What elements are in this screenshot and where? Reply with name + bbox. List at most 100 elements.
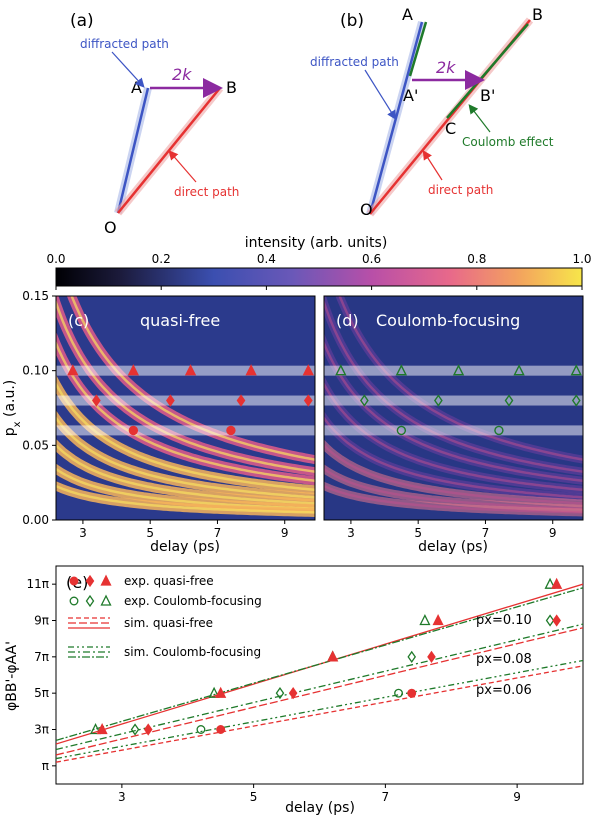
colorbar-ticks: 0.0 0.2 0.4 0.6 0.8 1.0	[46, 252, 592, 290]
colorbar-tick-label: 0.6	[362, 252, 381, 266]
exp-triangle	[215, 686, 227, 698]
panel-a-label: (a)	[70, 11, 94, 31]
marker-triangle	[395, 364, 407, 376]
panel-b-point-b2: B'	[480, 86, 495, 105]
panel-e-exp-points	[89, 577, 563, 736]
legend-circle	[69, 596, 79, 606]
panel-b-coulomb-pointer	[468, 104, 491, 133]
fringe-core	[338, 296, 583, 461]
marker-triangle	[184, 364, 197, 376]
colorbar-tick-label: 0.8	[467, 252, 486, 266]
panel-a-diffracted-path	[116, 87, 150, 214]
x-tick-label: 5	[250, 790, 258, 804]
marker-diamond	[434, 394, 443, 407]
panel-a-point-b: B	[226, 78, 237, 97]
panel-e-xlabel: delay (ps)	[285, 800, 355, 816]
colorbar-label: intensity (arb. units)	[245, 235, 388, 251]
panel-a-diffracted-pointer	[111, 51, 145, 88]
exp-diamond	[427, 650, 436, 663]
legend-diamond	[85, 574, 95, 588]
marker-diamond	[303, 394, 313, 407]
panel-b-direct-label: direct path	[428, 183, 493, 197]
panel-b-coulomb-label: Coulomb effect	[462, 135, 554, 149]
x-tick-label: 7	[482, 526, 490, 540]
marker-diamond	[92, 394, 101, 407]
exp-triangle	[89, 723, 102, 735]
panel-b-point-c: C	[445, 119, 456, 138]
colorbar-tick-label: 0.4	[257, 252, 276, 266]
panel-e-annotation-px010: px=0.10	[476, 613, 532, 628]
marker-triangle	[127, 364, 139, 376]
fringe-core	[324, 484, 583, 514]
exp-circle	[394, 688, 403, 698]
y-tick-label: 0.15	[22, 289, 49, 303]
legend-label: sim. quasi-free	[124, 616, 213, 630]
exp-diamond	[407, 650, 417, 663]
y-tick-label: π	[42, 759, 49, 773]
panel-b-diffracted-pointer	[364, 69, 397, 121]
panel-a-point-o: O	[104, 218, 117, 237]
panel-e-legend: exp. quasi-free exp. Coulomb-focusing sim.…	[68, 574, 262, 659]
legend-label: exp. quasi-free	[124, 574, 214, 588]
panel-b-label: (b)	[340, 11, 364, 31]
marker-triangle	[335, 364, 347, 376]
legend-label: sim. Coulomb-focusing	[124, 645, 261, 659]
panel-d-heatmap: (d) Coulomb-focusing 3 5 7 9 delay (ps)	[323, 295, 584, 555]
panel-c-label: (c)	[68, 311, 89, 330]
marker-diamond	[571, 394, 581, 407]
panel-b-point-b: B	[532, 5, 543, 24]
panel-e-annotation-px006: px=0.06	[476, 683, 532, 698]
highlight-band	[324, 395, 583, 406]
x-tick-label: 9	[513, 790, 521, 804]
marker-triangle	[452, 364, 465, 376]
x-tick-label: 5	[146, 526, 154, 540]
panel-e-sim-lines	[56, 583, 583, 763]
y-tick-label: 0.00	[22, 513, 49, 527]
y-tick-label: 7π	[34, 650, 49, 664]
fringe-core	[56, 484, 315, 514]
colorbar: intensity (arb. units) 0.0 0.2 0.4 0.6 0.8 1.…	[46, 235, 592, 290]
fringe-core	[56, 298, 315, 473]
y-tick-label: 0.10	[22, 364, 49, 378]
panel-a-direct-pointer	[168, 150, 197, 183]
exp-circle	[407, 688, 417, 698]
exp-diamond	[275, 687, 285, 700]
exp-triangle	[208, 686, 220, 698]
legend-triangle	[100, 574, 112, 586]
panel-a-point-a: A	[131, 78, 142, 97]
marker-diamond	[236, 394, 246, 407]
panel-d-axes: 3 5 7 9	[347, 520, 557, 540]
marker-triangle	[513, 364, 525, 376]
y-tick-label: 9π	[34, 614, 49, 628]
marker-triangle	[67, 364, 79, 376]
panel-b-diffracted-label: diffracted path	[310, 55, 399, 69]
panel-d-xlabel: delay (ps)	[418, 539, 488, 555]
panel-d-bands	[324, 365, 583, 436]
marker-circle	[494, 425, 504, 436]
panel-c-markers	[67, 364, 314, 436]
marker-circle	[128, 425, 139, 436]
colorbar-tick-label: 0.0	[46, 252, 65, 266]
panel-e-ylabel: φBB'-φAA'	[4, 641, 20, 711]
marker-triangle	[302, 364, 314, 376]
exp-triangle	[327, 650, 339, 662]
exp-diamond	[552, 614, 561, 627]
exp-triangle	[432, 614, 444, 626]
highlight-band	[56, 395, 315, 406]
fringe-core	[324, 416, 583, 499]
x-tick-label: 5	[414, 526, 422, 540]
panel-c-frame	[55, 295, 316, 521]
colorbar-gradient	[55, 267, 583, 287]
x-tick-label: 9	[281, 526, 289, 540]
panel-c-xlabel: delay (ps)	[150, 539, 220, 555]
highlight-band	[56, 365, 315, 376]
panel-b-point-a: A	[402, 5, 413, 24]
panel-e-annotation-px008: px=0.08	[476, 652, 532, 667]
panel-b-diagram: (b) 2k A B A' B' C O diffracted path Cou…	[310, 5, 554, 219]
highlight-band	[56, 425, 315, 436]
marker-triangle	[245, 364, 257, 376]
panel-c-ridges	[56, 296, 315, 517]
fringe-core	[70, 296, 315, 461]
